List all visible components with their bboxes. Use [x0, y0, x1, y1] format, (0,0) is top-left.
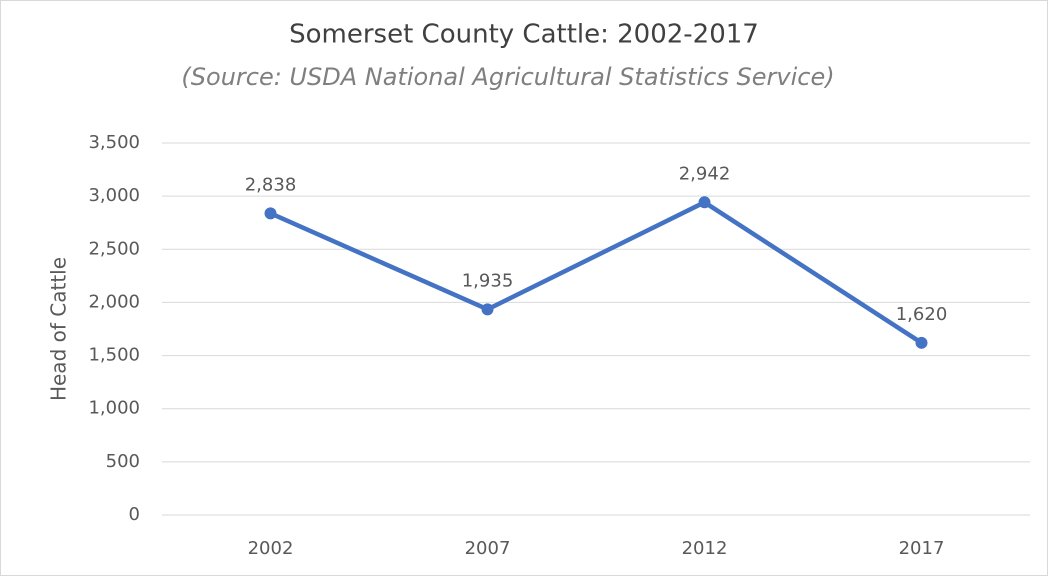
y-tick-label: 500 — [106, 451, 140, 472]
y-axis-label: Head of Cattle — [47, 257, 71, 401]
y-tick-label: 1,000 — [88, 398, 140, 419]
data-point — [915, 336, 928, 349]
y-tick-label: 2,000 — [88, 291, 140, 312]
chart-title: Somerset County Cattle: 2002-2017 — [289, 20, 759, 50]
data-point — [481, 303, 494, 316]
x-tick-label: 2007 — [465, 538, 511, 559]
data-label: 2,942 — [679, 163, 731, 184]
data-line — [268, 200, 924, 346]
data-label: 1,620 — [896, 304, 948, 325]
y-tick-label: 1,500 — [88, 345, 140, 366]
data-point — [264, 207, 277, 220]
chart-subtitle: (Source: USDA National Agricultural Stat… — [181, 63, 834, 91]
y-tick-label: 2,500 — [88, 238, 140, 259]
y-tick-label: 3,500 — [88, 132, 140, 153]
data-point — [698, 196, 711, 209]
data-label: 2,838 — [245, 174, 297, 195]
y-tick-label: 3,000 — [88, 185, 140, 206]
x-tick-label: 2017 — [899, 538, 945, 559]
y-tick-label: 0 — [129, 504, 140, 525]
x-tick-label: 2002 — [248, 538, 294, 559]
x-tick-label: 2012 — [682, 538, 728, 559]
data-label: 1,935 — [462, 270, 514, 291]
